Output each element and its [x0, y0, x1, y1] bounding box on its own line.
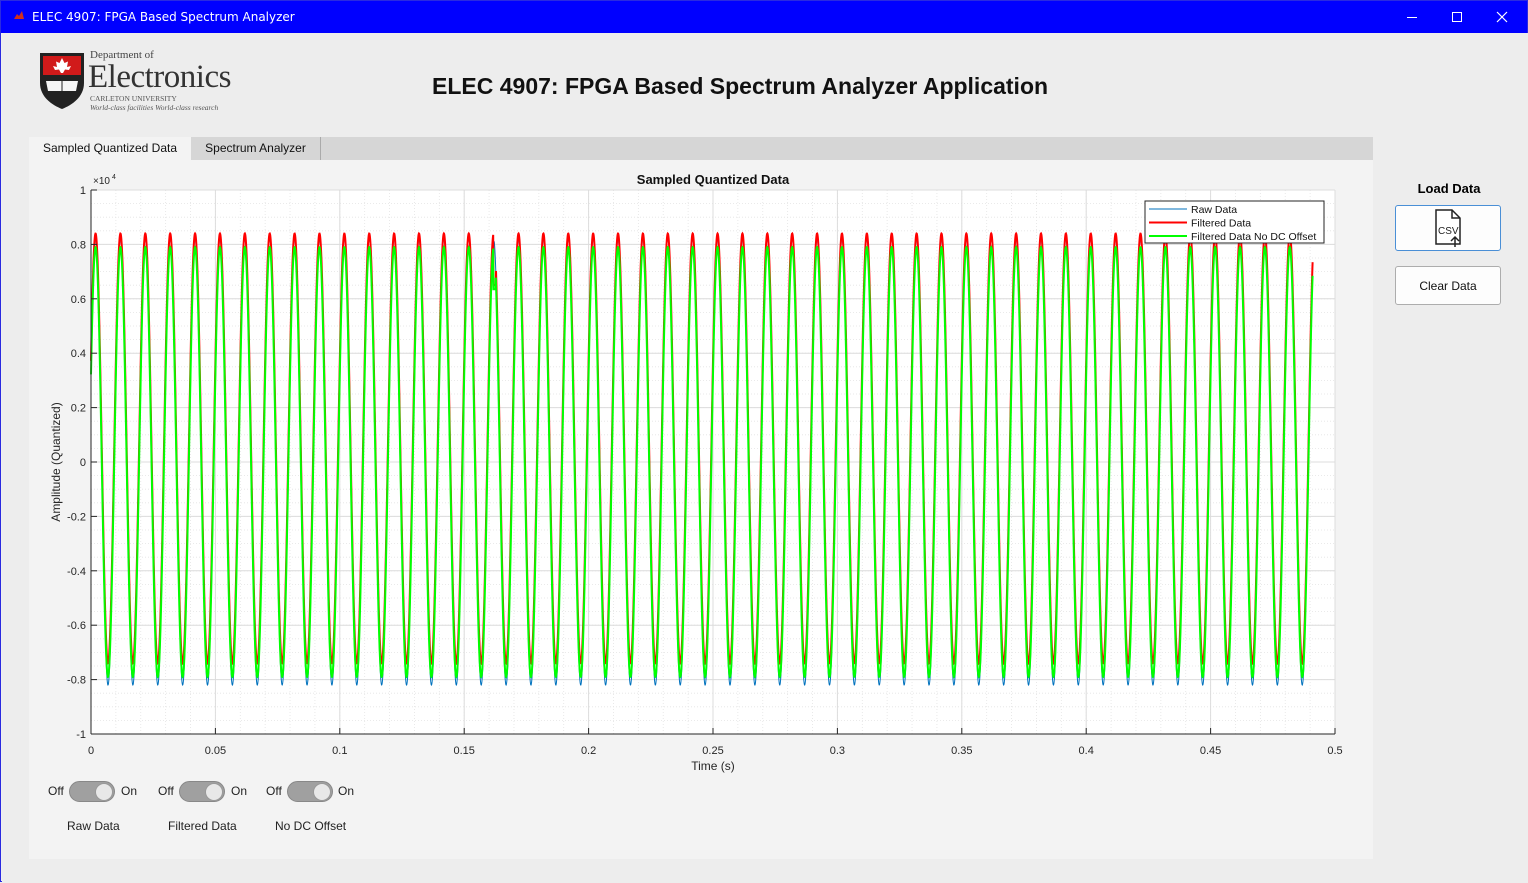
no-dc-offset-off-label: Off — [266, 784, 282, 798]
x-tick-label: 0.5 — [1327, 745, 1342, 757]
chart-title: Sampled Quantized Data — [637, 172, 790, 187]
raw-data-on-label: On — [121, 784, 138, 798]
toggle-knob — [205, 783, 223, 801]
filtered-data-off-label: Off — [158, 784, 174, 798]
filtered-data-on-label: On — [231, 784, 248, 798]
y-tick-label: 0 — [80, 457, 86, 469]
raw-data-off-label: Off — [48, 784, 64, 798]
legend-entry: Filtered Data No DC Offset — [1191, 231, 1316, 243]
csv-icon-text: CSV — [1438, 226, 1459, 237]
logo-line-4: World-class facilities World-class resea… — [90, 103, 219, 112]
logo-line-3: CARLETON UNIVERSITY — [90, 94, 177, 103]
load-data-label: Load Data — [1417, 181, 1481, 196]
minimize-icon[interactable] — [1389, 1, 1435, 33]
raw-data-label: Raw Data — [67, 819, 120, 833]
x-tick-label: 0.05 — [205, 745, 226, 757]
no-dc-offset-on-label: On — [338, 784, 355, 798]
raw-data-toggle[interactable] — [69, 781, 115, 802]
x-tick-label: 0.3 — [830, 745, 845, 757]
no-dc-offset-label: No DC Offset — [275, 819, 347, 833]
tab-panel: 0 0.05 0.1 0.15 0.2 0.25 0.3 0.35 0.4 0.45 0.5 1 0.8… — [29, 160, 1373, 859]
sampled-data-chart[interactable]: 0 0.05 0.1 0.15 0.2 0.25 0.3 0.35 0.4 0.45 0.5 1 0.8… — [29, 160, 1373, 859]
y-tick-label: -0.2 — [67, 511, 86, 523]
x-tick-label: 0.2 — [581, 745, 596, 757]
department-logo: Department of Electronics CARLETON UNIVE… — [38, 47, 248, 112]
x-tick-label: 0.1 — [332, 745, 347, 757]
no-dc-offset-toggle-group: Off On No DC Offset — [266, 781, 366, 833]
x-tick-label: 0.25 — [702, 745, 723, 757]
y-tick-label: -0.4 — [67, 566, 86, 578]
legend-entry: Raw Data — [1191, 204, 1237, 216]
y-tick-label: -0.6 — [67, 620, 86, 632]
x-tick-label: 0 — [88, 745, 94, 757]
logo-line-2: Electronics — [88, 59, 231, 95]
tab-sampled-quantized-data[interactable]: Sampled Quantized Data — [29, 137, 191, 160]
legend-entry: Filtered Data — [1191, 218, 1251, 230]
clear-data-button[interactable]: Clear Data — [1395, 266, 1501, 305]
x-tick-label: 0.35 — [951, 745, 972, 757]
logo-line-1: Department of — [90, 49, 154, 61]
toggle-knob — [313, 783, 331, 801]
close-icon[interactable] — [1479, 1, 1525, 33]
csv-file-upload-icon: CSV — [1435, 209, 1461, 247]
raw-data-toggle-group: Off On Raw Data — [48, 781, 148, 833]
series-line-filtered-data-no-dc-offset — [90, 245, 1314, 679]
y-exponent-power: 4 — [112, 174, 116, 181]
no-dc-offset-toggle[interactable] — [287, 781, 333, 802]
filtered-data-toggle[interactable] — [179, 781, 225, 802]
y-tick-label: 0.6 — [71, 294, 86, 306]
filtered-data-toggle-group: Off On Filtered Data — [158, 781, 258, 833]
toggle-knob — [95, 783, 113, 801]
x-axis-label: Time (s) — [691, 759, 735, 773]
app-title: ELEC 4907: FPGA Based Spectrum Analyzer … — [432, 73, 1049, 99]
maximize-icon[interactable] — [1434, 1, 1480, 33]
y-tick-label: 0.2 — [71, 403, 86, 415]
y-tick-label: -0.8 — [67, 675, 86, 687]
title-bar[interactable]: ELEC 4907: FPGA Based Spectrum Analyzer — [1, 1, 1527, 33]
y-tick-label: 1 — [80, 185, 86, 197]
y-exponent-label: ×10 — [93, 176, 110, 187]
app-content: Department of Electronics CARLETON UNIVE… — [2, 33, 1528, 883]
y-tick-label: -1 — [76, 729, 86, 741]
window-title: ELEC 4907: FPGA Based Spectrum Analyzer — [32, 10, 295, 24]
matlab-app-icon — [14, 11, 24, 19]
tab-spectrum-analyzer[interactable]: Spectrum Analyzer — [191, 137, 321, 160]
y-tick-label: 0.4 — [71, 348, 86, 360]
x-tick-label: 0.4 — [1079, 745, 1094, 757]
tab-bar: Sampled Quantized Data Spectrum Analyzer — [29, 137, 1373, 160]
shield-crest-icon — [40, 53, 84, 109]
filtered-data-label: Filtered Data — [168, 819, 237, 833]
x-tick-label: 0.45 — [1200, 745, 1221, 757]
x-tick-label: 0.15 — [453, 745, 474, 757]
load-csv-button[interactable]: CSV — [1395, 205, 1501, 251]
y-axis-label: Amplitude (Quantized) — [49, 402, 63, 521]
y-tick-label: 0.8 — [71, 239, 86, 251]
